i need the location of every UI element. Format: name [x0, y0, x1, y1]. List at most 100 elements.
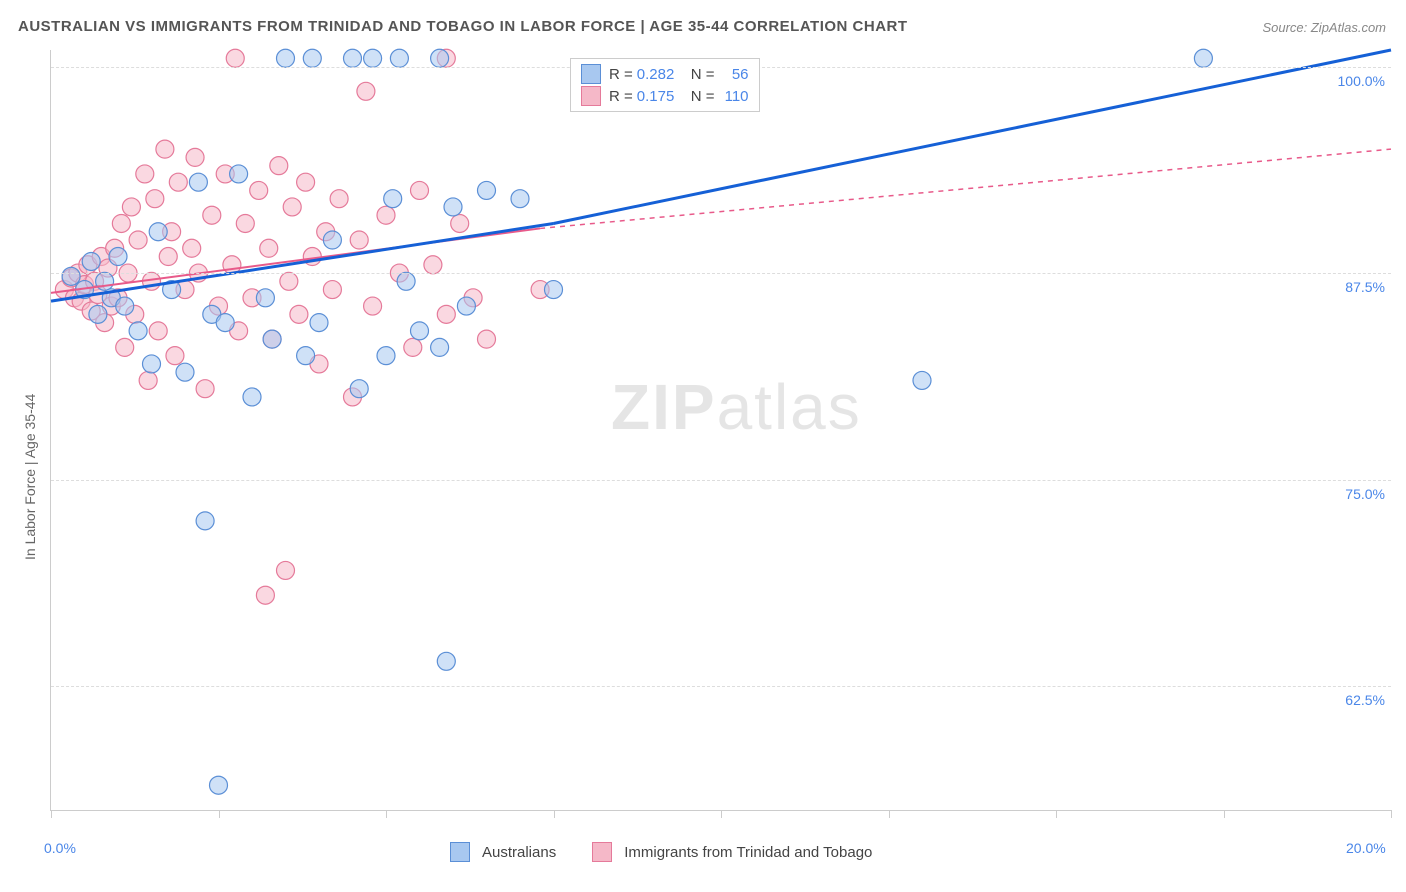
x-tick-min: 0.0% [44, 840, 76, 856]
scatter-point [357, 82, 375, 100]
x-tick [386, 810, 387, 818]
r-value-2: 0.175 [637, 88, 687, 105]
r-label: R = [609, 88, 633, 105]
scatter-point [323, 281, 341, 299]
x-tick [1056, 810, 1057, 818]
scatter-point [277, 561, 295, 579]
scatter-point [112, 214, 130, 232]
scatter-point [159, 248, 177, 266]
scatter-point [82, 252, 100, 270]
scatter-point [350, 231, 368, 249]
source-label: Source: ZipAtlas.com [1262, 20, 1386, 35]
trend-line [51, 223, 554, 301]
scatter-point [397, 272, 415, 290]
scatter-point [437, 305, 455, 323]
scatter-point [451, 214, 469, 232]
scatter-point [310, 314, 328, 332]
y-axis-label: In Labor Force | Age 35-44 [22, 394, 38, 560]
scatter-point [169, 173, 187, 191]
scatter-point [183, 239, 201, 257]
scatter-point [457, 297, 475, 315]
x-tick [51, 810, 52, 818]
scatter-point [511, 190, 529, 208]
scatter-point [243, 388, 261, 406]
scatter-point [404, 338, 422, 356]
scatter-point [203, 206, 221, 224]
scatter-point [196, 512, 214, 530]
scatter-point [176, 363, 194, 381]
scatter-point [129, 231, 147, 249]
x-tick [1224, 810, 1225, 818]
legend-swatch-2 [581, 86, 601, 106]
scatter-point [156, 140, 174, 158]
x-tick [889, 810, 890, 818]
scatter-point [384, 190, 402, 208]
x-tick [721, 810, 722, 818]
scatter-point [444, 198, 462, 216]
scatter-point [277, 49, 295, 67]
correlation-legend: R = 0.282 N = 56 R = 0.175 N = 110 [570, 58, 760, 112]
legend-swatch-1 [581, 64, 601, 84]
scatter-point [330, 190, 348, 208]
scatter-point [116, 297, 134, 315]
x-tick-max: 20.0% [1346, 840, 1386, 856]
scatter-point [216, 314, 234, 332]
scatter-point [89, 305, 107, 323]
legend-bottom-label-1: Australians [482, 844, 556, 861]
gridline [51, 273, 1391, 274]
scatter-point [166, 347, 184, 365]
scatter-point [189, 173, 207, 191]
y-tick-label: 62.5% [1330, 692, 1385, 708]
scatter-point [364, 49, 382, 67]
scatter-point [122, 198, 140, 216]
scatter-point [280, 272, 298, 290]
scatter-point [139, 371, 157, 389]
n-label: N = [691, 88, 715, 105]
scatter-point [109, 248, 127, 266]
scatter-point [303, 49, 321, 67]
scatter-point [260, 239, 278, 257]
scatter-point [350, 380, 368, 398]
scatter-point [478, 181, 496, 199]
legend-row-series-2: R = 0.175 N = 110 [581, 85, 749, 107]
legend-bottom-label-2: Immigrants from Trinidad and Tobago [624, 844, 872, 861]
scatter-point [236, 214, 254, 232]
scatter-point [196, 380, 214, 398]
scatter-point [297, 347, 315, 365]
gridline [51, 480, 1391, 481]
scatter-point [210, 776, 228, 794]
scatter-point [364, 297, 382, 315]
scatter-point [226, 49, 244, 67]
scatter-point [411, 322, 429, 340]
legend-bottom-swatch-2 [592, 842, 612, 862]
scatter-point [424, 256, 442, 274]
scatter-point [323, 231, 341, 249]
gridline [51, 686, 1391, 687]
scatter-point [270, 157, 288, 175]
scatter-point [290, 305, 308, 323]
series-legend: Australians Immigrants from Trinidad and… [450, 842, 872, 862]
scatter-point [390, 49, 408, 67]
scatter-point [143, 355, 161, 373]
scatter-point [377, 347, 395, 365]
scatter-point [411, 181, 429, 199]
scatter-point [62, 267, 80, 285]
scatter-point [283, 198, 301, 216]
scatter-point [297, 173, 315, 191]
n-label: N = [691, 66, 715, 83]
r-value-1: 0.282 [637, 66, 687, 83]
scatter-point [478, 330, 496, 348]
scatter-point [431, 338, 449, 356]
scatter-point [437, 652, 455, 670]
scatter-point [116, 338, 134, 356]
scatter-point [377, 206, 395, 224]
scatter-point [250, 181, 268, 199]
y-tick-label: 87.5% [1330, 279, 1385, 295]
scatter-point [431, 49, 449, 67]
x-tick [554, 810, 555, 818]
y-tick-label: 100.0% [1330, 73, 1385, 89]
legend-bottom-swatch-1 [450, 842, 470, 862]
n-value-1: 56 [719, 66, 749, 83]
x-tick [1391, 810, 1392, 818]
y-tick-label: 75.0% [1330, 486, 1385, 502]
